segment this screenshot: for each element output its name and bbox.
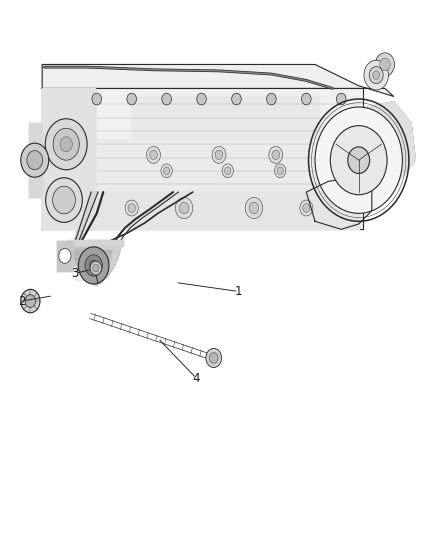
Circle shape	[162, 93, 171, 105]
Circle shape	[277, 167, 283, 175]
Circle shape	[89, 260, 98, 271]
Circle shape	[163, 167, 170, 175]
Circle shape	[78, 247, 109, 284]
Polygon shape	[42, 88, 95, 229]
Circle shape	[25, 295, 35, 308]
Circle shape	[301, 93, 311, 105]
Polygon shape	[68, 246, 121, 285]
Circle shape	[93, 264, 99, 272]
Polygon shape	[57, 241, 73, 271]
Circle shape	[375, 53, 395, 76]
Circle shape	[373, 71, 380, 79]
Text: 2: 2	[18, 295, 25, 308]
Circle shape	[60, 137, 72, 152]
Circle shape	[249, 202, 259, 214]
Polygon shape	[95, 192, 359, 229]
Circle shape	[53, 186, 75, 214]
Circle shape	[59, 248, 71, 263]
Circle shape	[27, 151, 42, 169]
Circle shape	[85, 255, 102, 276]
Circle shape	[128, 204, 135, 213]
Circle shape	[364, 60, 389, 90]
Circle shape	[125, 200, 138, 216]
Circle shape	[245, 197, 263, 219]
Circle shape	[275, 164, 286, 177]
Circle shape	[45, 119, 87, 169]
Circle shape	[161, 164, 172, 177]
Circle shape	[21, 143, 49, 177]
Text: 4: 4	[193, 372, 200, 385]
Polygon shape	[132, 96, 319, 139]
Polygon shape	[97, 139, 324, 192]
Polygon shape	[29, 123, 42, 197]
Polygon shape	[74, 249, 112, 280]
Polygon shape	[42, 88, 363, 229]
Polygon shape	[42, 64, 394, 96]
Circle shape	[303, 204, 310, 213]
Circle shape	[267, 93, 276, 105]
Circle shape	[300, 200, 313, 216]
Text: 3: 3	[71, 267, 78, 280]
Circle shape	[272, 150, 279, 159]
Circle shape	[147, 147, 160, 164]
Circle shape	[215, 150, 223, 159]
Circle shape	[21, 289, 40, 313]
Circle shape	[92, 93, 102, 105]
Polygon shape	[74, 192, 98, 241]
Circle shape	[150, 150, 157, 159]
Circle shape	[222, 164, 233, 177]
Circle shape	[127, 93, 137, 105]
Circle shape	[336, 93, 346, 105]
Circle shape	[212, 147, 226, 164]
Circle shape	[206, 349, 222, 368]
Circle shape	[315, 107, 403, 213]
Circle shape	[179, 202, 189, 214]
Circle shape	[232, 93, 241, 105]
Circle shape	[330, 126, 387, 195]
Polygon shape	[68, 240, 123, 246]
Circle shape	[46, 177, 82, 222]
Circle shape	[380, 58, 390, 71]
Circle shape	[90, 261, 102, 275]
Circle shape	[348, 147, 370, 173]
Circle shape	[269, 147, 283, 164]
Circle shape	[225, 167, 231, 175]
Circle shape	[175, 197, 193, 219]
Circle shape	[53, 128, 79, 160]
Text: 1: 1	[235, 285, 242, 298]
Circle shape	[209, 353, 218, 363]
Polygon shape	[367, 102, 416, 187]
Circle shape	[197, 93, 206, 105]
Circle shape	[369, 67, 383, 84]
